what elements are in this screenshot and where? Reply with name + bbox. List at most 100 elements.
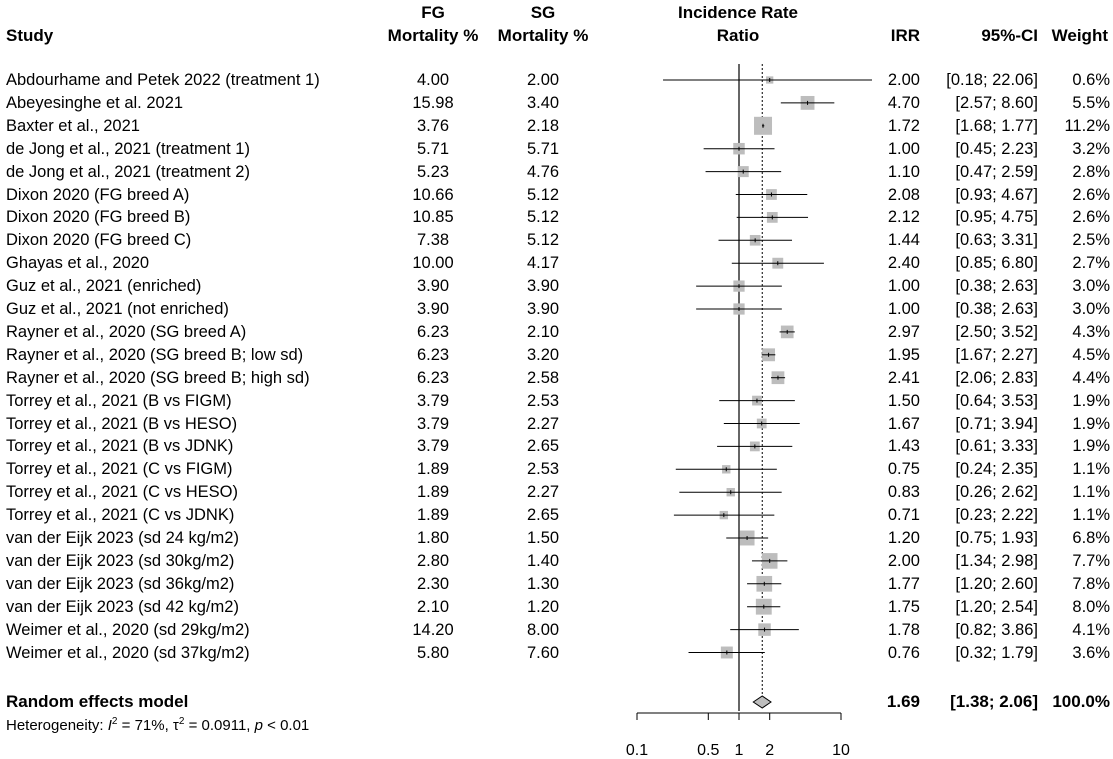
- weight-value: 0.6%: [1072, 71, 1110, 89]
- ci-value: [0.71; 3.94]: [955, 414, 1038, 433]
- irr-value: 0.83: [887, 483, 920, 502]
- sg-mortality: 3.40: [526, 93, 560, 112]
- x-axis-tick-label: 2: [765, 742, 774, 759]
- weight-value: 2.6%: [1072, 185, 1110, 204]
- irr-value: 1.50: [887, 391, 920, 410]
- study-name: Torrey et al., 2021 (C vs JDNK): [6, 506, 235, 525]
- het-i-symbol: I: [107, 717, 112, 734]
- irr-value: 1.44: [887, 231, 920, 250]
- sg-mortality: 2.10: [526, 322, 560, 341]
- study-name: Weimer et al., 2020 (sd 37kg/m2): [6, 643, 250, 662]
- study-name: Dixon 2020 (FG breed B): [6, 208, 191, 227]
- weight-value: 1.1%: [1072, 506, 1110, 525]
- irr-value: 2.12: [887, 208, 920, 227]
- sg-mortality: 8.00: [526, 620, 560, 639]
- sg-mortality: 4.76: [526, 162, 560, 181]
- weight-value: 4.3%: [1072, 322, 1110, 341]
- fg-mortality: 6.23: [416, 345, 450, 364]
- irr-value: 2.00: [887, 71, 920, 89]
- ci-value: [0.47; 2.59]: [955, 162, 1038, 181]
- irr-value: 1.75: [887, 597, 920, 616]
- ci-value: [0.26; 2.62]: [955, 483, 1038, 502]
- weight-value: 4.5%: [1072, 345, 1110, 364]
- weight-value: 4.1%: [1072, 620, 1110, 639]
- irr-value: 0.75: [887, 460, 920, 479]
- ci-value: [1.34; 2.98]: [955, 551, 1038, 570]
- summary-label: Random effects model: [6, 692, 189, 711]
- irr-value: 4.70: [887, 93, 920, 112]
- sg-mortality: 5.71: [526, 139, 560, 158]
- sg-mortality: 3.90: [526, 277, 560, 296]
- heterogeneity-text: Heterogeneity: I2 = 71%, τ2 = 0.0911, p …: [6, 716, 309, 736]
- irr-value: 2.08: [887, 185, 920, 204]
- irr-value: 2.97: [887, 322, 920, 341]
- sg-mortality: 5.12: [526, 231, 560, 250]
- sg-mortality: 3.20: [526, 345, 560, 364]
- fg-mortality: 1.89: [416, 483, 450, 502]
- fg-mortality: 15.98: [412, 93, 454, 112]
- irr-value: 0.71: [887, 506, 920, 525]
- ci-value: [0.64; 3.53]: [955, 391, 1038, 410]
- fg-mortality: 1.89: [416, 460, 450, 479]
- weight-value: 7.8%: [1072, 574, 1110, 593]
- irr-value: 1.78: [887, 620, 920, 639]
- het-prefix: Heterogeneity:: [6, 717, 108, 734]
- fg-mortality: 3.90: [416, 277, 450, 296]
- study-name: Torrey et al., 2021 (B vs JDNK): [6, 437, 234, 456]
- ci-value: [0.23; 2.22]: [955, 506, 1038, 525]
- irr-value: 1.00: [887, 300, 920, 318]
- sg-mortality: 2.18: [526, 116, 560, 135]
- fg-mortality: 3.79: [416, 437, 450, 456]
- sg-mortality: 1.40: [526, 551, 560, 570]
- summary-weight: 100.0%: [1052, 692, 1110, 711]
- fg-mortality: 10.66: [412, 185, 454, 204]
- fg-mortality: 2.30: [416, 574, 450, 593]
- sg-mortality: 1.30: [526, 574, 560, 593]
- weight-value: 1.9%: [1072, 414, 1110, 433]
- fg-mortality: 4.00: [416, 71, 450, 89]
- sg-mortality: 2.53: [526, 460, 560, 479]
- fg-mortality: 1.89: [416, 506, 450, 525]
- study-name: Rayner et al., 2020 (SG breed B; high sd…: [6, 368, 310, 387]
- weight-value: 3.0%: [1072, 277, 1110, 296]
- sg-mortality: 2.65: [526, 506, 560, 525]
- het-tau-sup: 2: [178, 716, 185, 727]
- study-name: Torrey et al., 2021 (B vs HESO): [6, 414, 238, 433]
- fg-mortality: 6.23: [416, 322, 450, 341]
- ci-value: [0.32; 1.79]: [955, 643, 1038, 662]
- weight-value: 2.7%: [1072, 254, 1110, 273]
- study-name: Baxter et al., 2021: [6, 116, 140, 135]
- header-weight: Weight: [1051, 26, 1108, 45]
- study-name: Guz et al., 2021 (enriched): [6, 277, 202, 296]
- ci-value: [0.63; 3.31]: [955, 231, 1038, 250]
- header-irr-title-line1: Incidence Rate: [678, 3, 798, 22]
- ci-value: [2.50; 3.52]: [955, 322, 1038, 341]
- fg-mortality: 10.00: [412, 254, 454, 273]
- ci-value: [0.95; 4.75]: [955, 208, 1038, 227]
- x-axis-tick-label: 10: [832, 742, 850, 759]
- ci-value: [0.61; 3.33]: [955, 437, 1038, 456]
- ci-value: [0.82; 3.86]: [955, 620, 1038, 639]
- header-sg-line2: Mortality %: [497, 26, 589, 45]
- fg-mortality: 3.79: [416, 414, 450, 433]
- sg-mortality: 1.20: [526, 597, 560, 616]
- fg-mortality: 14.20: [412, 620, 454, 639]
- study-name: van der Eijk 2023 (sd 24 kg/m2): [6, 529, 239, 547]
- ci-value: [0.85; 6.80]: [955, 254, 1038, 273]
- study-name: Abdourhame and Petek 2022 (treatment 1): [6, 71, 320, 89]
- ci-value: [1.67; 2.27]: [955, 345, 1038, 364]
- study-name: Torrey et al., 2021 (C vs HESO): [6, 483, 238, 502]
- ci-value: [1.68; 1.77]: [955, 116, 1038, 135]
- weight-value: 2.8%: [1072, 162, 1110, 181]
- x-axis-tick-label: 0.1: [626, 742, 648, 759]
- het-p-value: < 0.01: [262, 717, 310, 734]
- study-name: Torrey et al., 2021 (C vs FIGM): [6, 460, 233, 479]
- header-sg-line1: SG: [530, 3, 556, 22]
- ci-value: [0.38; 2.63]: [955, 300, 1038, 318]
- study-name: Dixon 2020 (FG breed A): [6, 185, 190, 204]
- fg-mortality: 1.80: [416, 529, 450, 547]
- sg-mortality: 1.50: [526, 529, 560, 547]
- fg-mortality: 6.23: [416, 368, 450, 387]
- fg-mortality: 2.80: [416, 551, 450, 570]
